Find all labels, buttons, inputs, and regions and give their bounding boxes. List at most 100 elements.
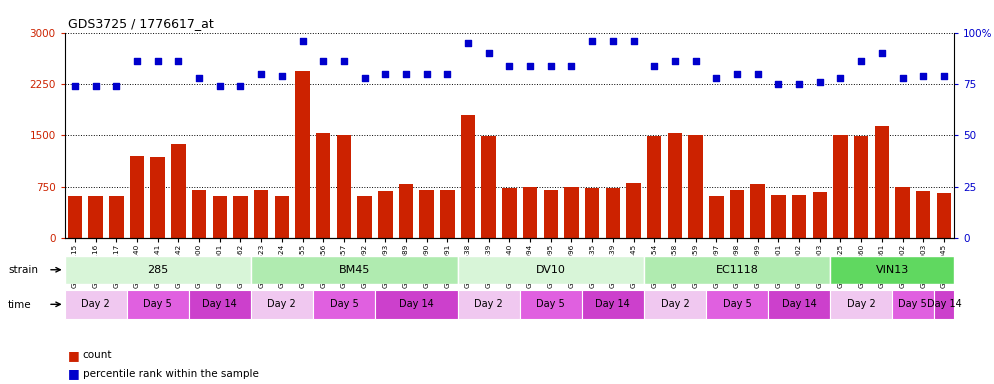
Point	[253, 71, 269, 77]
Bar	[544, 190, 558, 238]
Point	[170, 58, 186, 65]
Bar	[771, 195, 785, 238]
Text: Day 14: Day 14	[926, 299, 961, 310]
Bar	[915, 191, 930, 238]
Text: Day 2: Day 2	[267, 299, 296, 310]
Text: count: count	[83, 350, 112, 360]
Bar	[88, 195, 103, 238]
Point	[357, 75, 373, 81]
Bar	[337, 135, 351, 238]
Text: Day 14: Day 14	[781, 299, 816, 310]
Bar	[896, 187, 910, 238]
Point	[749, 71, 765, 77]
Bar	[109, 195, 123, 238]
Text: time: time	[8, 300, 32, 310]
Text: DV10: DV10	[536, 265, 566, 275]
Bar	[812, 192, 827, 238]
Point	[853, 58, 869, 65]
Text: 285: 285	[147, 265, 168, 275]
Bar	[126, 290, 189, 319]
Text: Day 14: Day 14	[399, 299, 433, 310]
Text: GDS3725 / 1776617_at: GDS3725 / 1776617_at	[68, 17, 214, 30]
Point	[646, 63, 662, 69]
Bar	[626, 183, 641, 238]
Point	[936, 73, 952, 79]
Bar	[68, 195, 83, 238]
Bar	[647, 136, 661, 238]
Bar	[316, 132, 330, 238]
Bar	[644, 290, 706, 319]
Bar	[581, 290, 644, 319]
Bar	[833, 136, 848, 238]
Text: Day 2: Day 2	[474, 299, 503, 310]
Point	[481, 50, 497, 56]
Bar	[792, 195, 806, 238]
Bar	[250, 290, 313, 319]
Bar	[378, 191, 393, 238]
Point	[274, 73, 290, 79]
Bar	[399, 184, 414, 238]
Point	[522, 63, 538, 69]
Point	[150, 58, 166, 65]
Point	[667, 58, 683, 65]
Bar	[213, 195, 227, 238]
Bar	[830, 256, 954, 283]
Bar	[668, 132, 682, 238]
Point	[378, 71, 394, 77]
Bar	[584, 188, 599, 238]
Bar	[358, 195, 372, 238]
Bar	[375, 290, 457, 319]
Bar	[830, 290, 893, 319]
Text: Day 14: Day 14	[203, 299, 238, 310]
Point	[233, 83, 248, 89]
Bar	[65, 290, 126, 319]
Point	[605, 38, 621, 44]
Text: BM45: BM45	[339, 265, 370, 275]
Bar	[295, 71, 310, 238]
Point	[895, 75, 911, 81]
Text: Day 14: Day 14	[595, 299, 630, 310]
Bar	[457, 290, 520, 319]
Text: Day 5: Day 5	[537, 299, 566, 310]
Bar	[65, 256, 250, 283]
Point	[915, 73, 931, 79]
Bar	[644, 256, 830, 283]
Point	[501, 63, 517, 69]
Text: Day 2: Day 2	[82, 299, 110, 310]
Point	[833, 75, 849, 81]
Bar	[933, 290, 954, 319]
Point	[688, 58, 704, 65]
Bar	[502, 188, 517, 238]
Text: percentile rank within the sample: percentile rank within the sample	[83, 369, 258, 379]
Point	[729, 71, 745, 77]
Text: ■: ■	[68, 349, 80, 362]
Point	[625, 38, 641, 44]
Bar	[936, 193, 951, 238]
Bar	[253, 190, 268, 238]
Bar	[457, 256, 644, 283]
Point	[191, 75, 207, 81]
Bar	[520, 290, 581, 319]
Point	[439, 71, 455, 77]
Text: EC1118: EC1118	[716, 265, 758, 275]
Bar	[461, 115, 475, 238]
Bar	[854, 136, 869, 238]
Bar	[189, 290, 250, 319]
Bar	[893, 290, 933, 319]
Point	[791, 81, 807, 87]
Bar	[750, 184, 765, 238]
Point	[108, 83, 124, 89]
Point	[770, 81, 786, 87]
Point	[460, 40, 476, 46]
Bar	[730, 190, 745, 238]
Bar	[706, 290, 768, 319]
Bar	[150, 157, 165, 238]
Point	[336, 58, 352, 65]
Point	[67, 83, 83, 89]
Point	[87, 83, 103, 89]
Bar	[313, 290, 375, 319]
Text: Day 2: Day 2	[661, 299, 689, 310]
Bar	[250, 256, 457, 283]
Point	[543, 63, 559, 69]
Bar	[875, 126, 889, 238]
